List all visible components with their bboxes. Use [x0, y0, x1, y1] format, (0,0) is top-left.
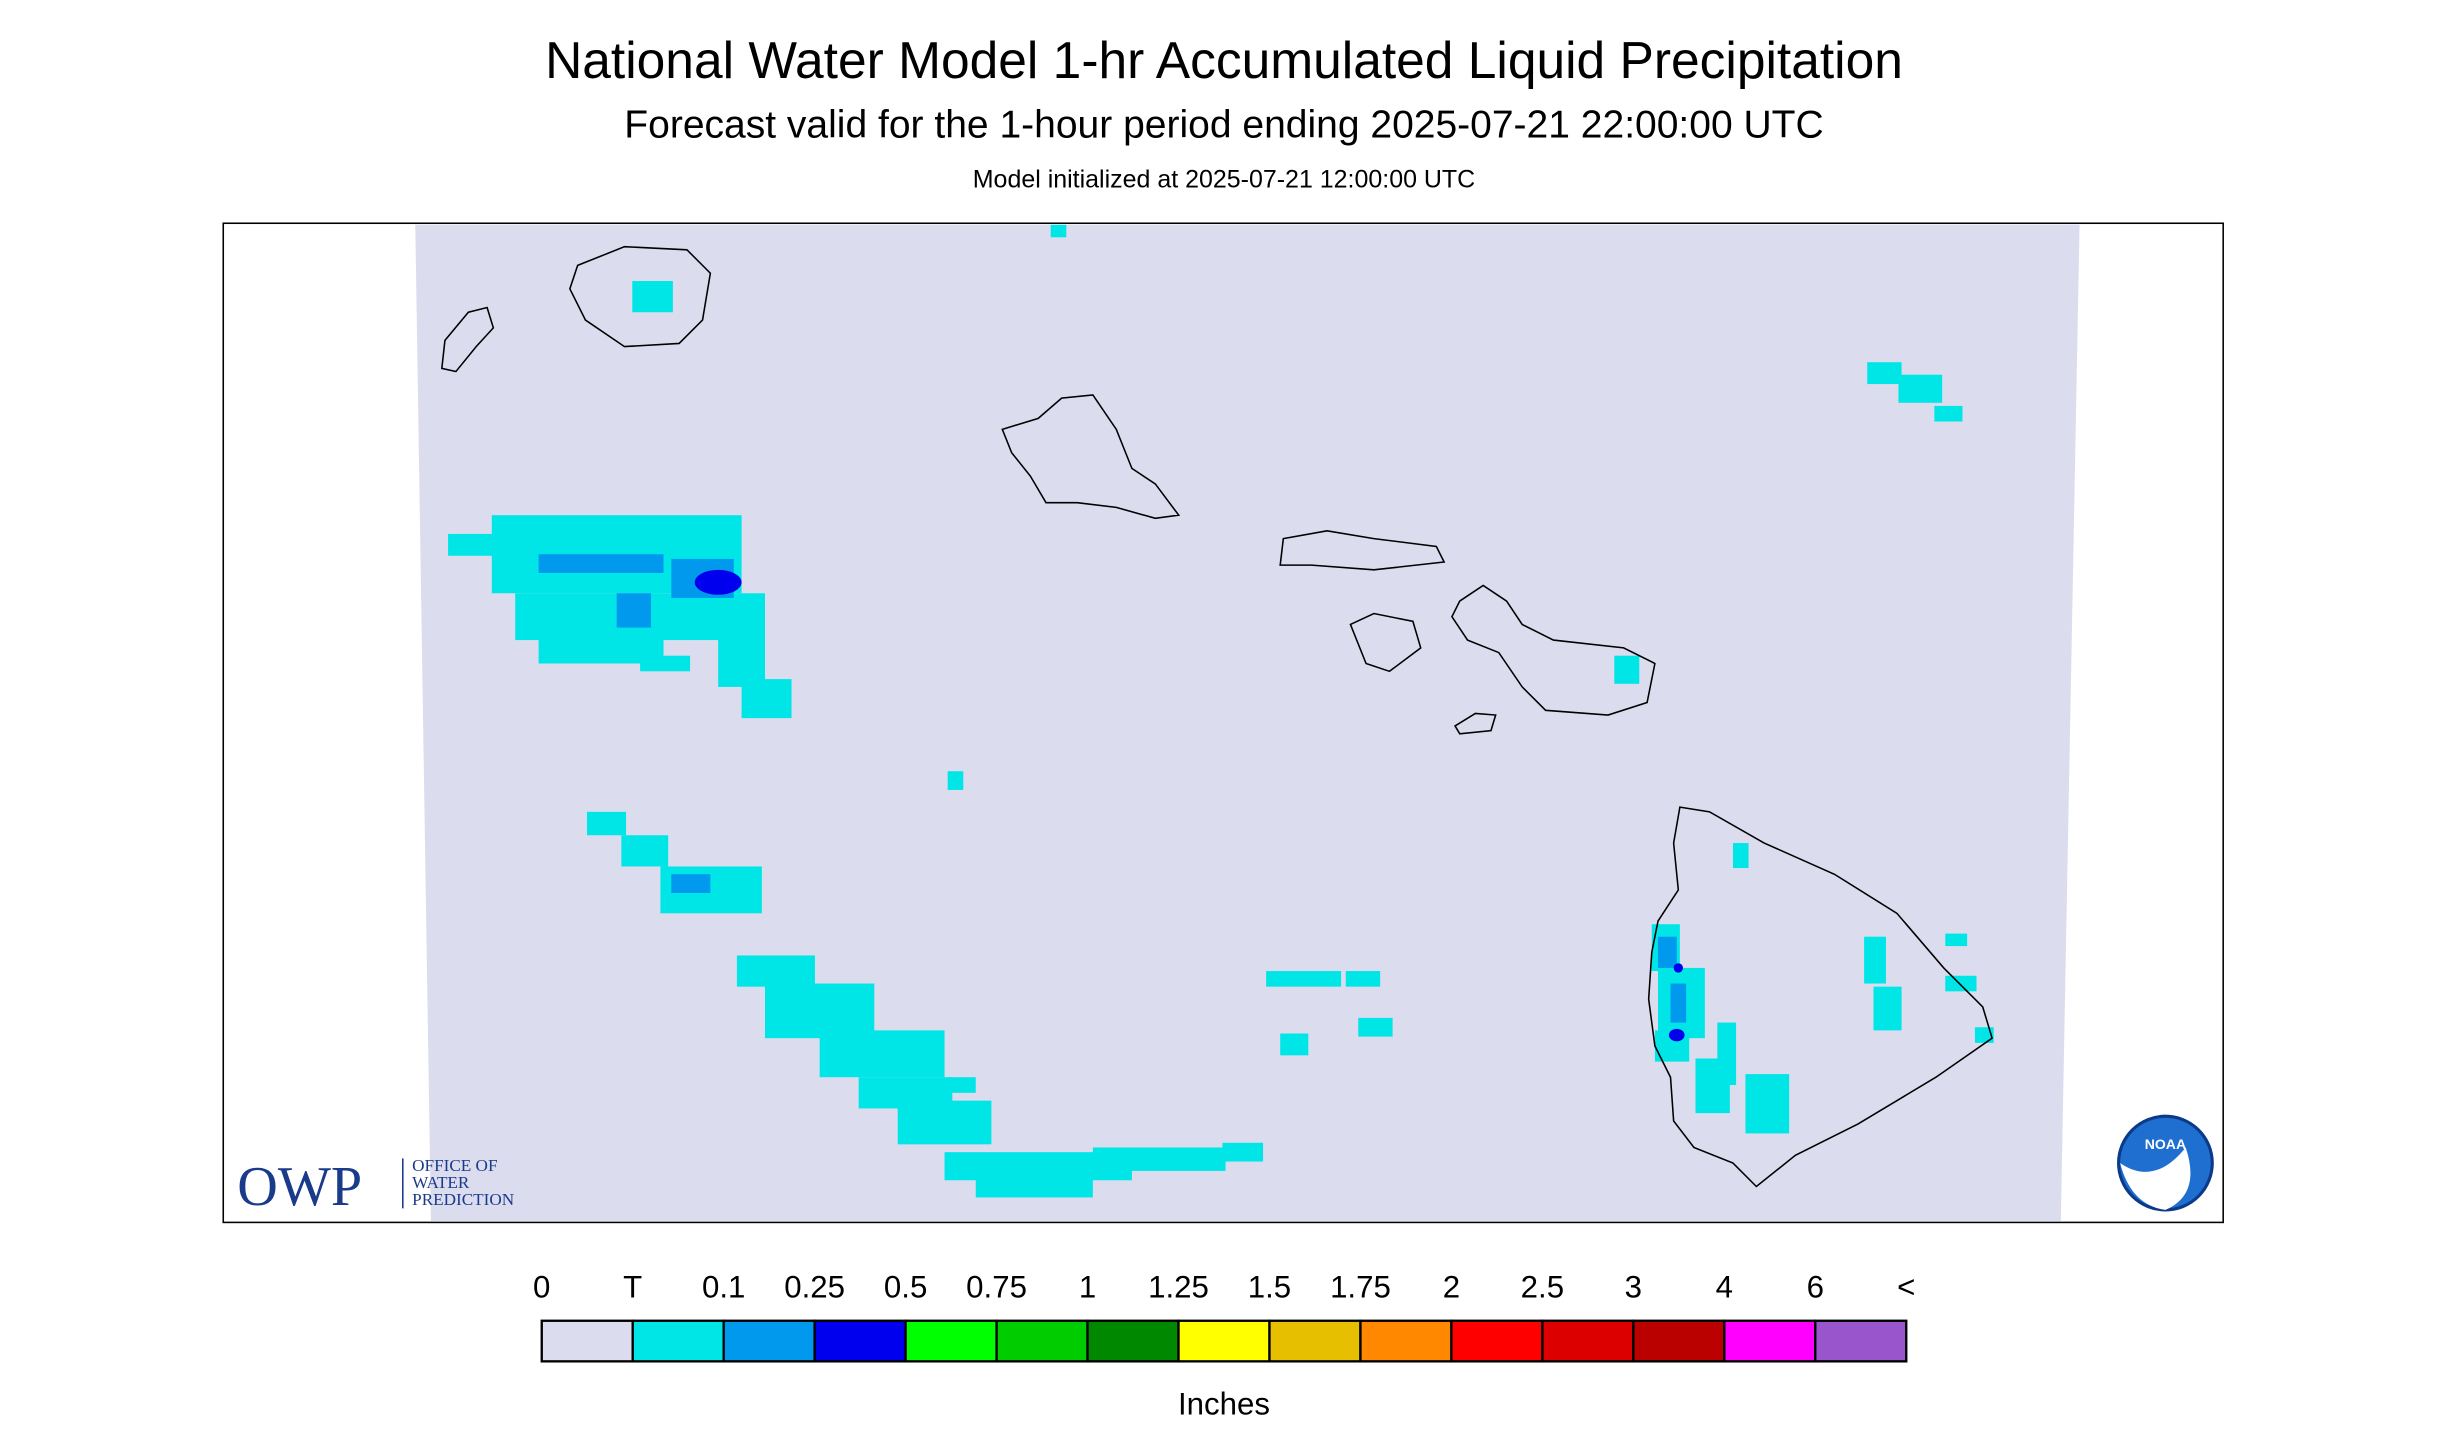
- noaa-text: NOAA: [2145, 1136, 2186, 1152]
- legend-label: 3: [1625, 1269, 1642, 1304]
- legend-swatch: [995, 1319, 1089, 1363]
- legend-label: 0.1: [702, 1269, 745, 1304]
- subtitle: Forecast valid for the 1-hour period end…: [624, 103, 1823, 146]
- owp-line2: WATER: [412, 1173, 470, 1192]
- legend-swatch: [813, 1319, 907, 1363]
- legend-swatch: [1086, 1319, 1180, 1363]
- owp-line3: PREDICTION: [412, 1190, 514, 1209]
- noaa-logo: NOAA: [2117, 1114, 2214, 1212]
- owp-text: OWP: [237, 1156, 362, 1218]
- legend-label: 0.75: [966, 1269, 1027, 1304]
- legend-swatch: [1268, 1319, 1362, 1363]
- legend-swatch: [631, 1319, 725, 1363]
- legend-label: 4: [1716, 1269, 1733, 1304]
- legend-label: T: [623, 1269, 642, 1304]
- legend-label: 2: [1443, 1269, 1460, 1304]
- legend-swatch: [1359, 1319, 1453, 1363]
- legend-swatch: [1541, 1319, 1635, 1363]
- legend-label: 1: [1079, 1269, 1096, 1304]
- legend-label: 1.75: [1330, 1269, 1391, 1304]
- owp-logo: OWP OFFICE OF WATER PREDICTION: [237, 1156, 514, 1218]
- owp-line1: OFFICE OF: [412, 1156, 497, 1175]
- legend-label: 6: [1807, 1269, 1824, 1304]
- title: National Water Model 1-hr Accumulated Li…: [545, 31, 1903, 89]
- legend-swatch: [1450, 1319, 1544, 1363]
- legend-label: 1.25: [1148, 1269, 1209, 1304]
- legend-swatch: [540, 1319, 634, 1363]
- legend-swatch: [904, 1319, 998, 1363]
- legend-label: 0.25: [784, 1269, 845, 1304]
- legend-swatch: [1632, 1319, 1726, 1363]
- legend-swatch: [1177, 1319, 1271, 1363]
- legend-label: <: [1897, 1269, 1915, 1304]
- map: [222, 222, 2224, 1224]
- legend-unit: Inches: [1178, 1386, 1270, 1421]
- legend-label: 1.5: [1248, 1269, 1291, 1304]
- legend-label: 0: [533, 1269, 550, 1304]
- legend: 0 T 0.1 0.25 0.5 0.75 1 1.25 1.5 1.75 2 2.5 3 4 6 <: [533, 1269, 1915, 1363]
- precip: [448, 224, 1994, 1198]
- legend-swatch: [1723, 1319, 1817, 1363]
- legend-swatch: [1814, 1319, 1908, 1363]
- legend-swatch: [722, 1319, 816, 1363]
- legend-label: 2.5: [1521, 1269, 1564, 1304]
- coastlines: [440, 245, 1994, 1188]
- legend-label: 0.5: [884, 1269, 927, 1304]
- init-time: Model initialized at 2025-07-21 12:00:00…: [973, 165, 1475, 193]
